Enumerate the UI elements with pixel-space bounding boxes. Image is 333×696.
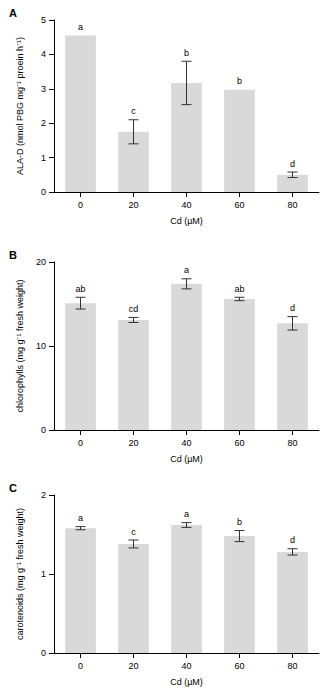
svg-text:4: 4 bbox=[41, 49, 46, 59]
svg-text:60: 60 bbox=[234, 438, 244, 448]
svg-text:C: C bbox=[9, 482, 17, 494]
svg-text:Cd (µM): Cd (µM) bbox=[170, 677, 203, 687]
svg-text:ALA-D (nmol PBG mg⁻¹ proein h⁻: ALA-D (nmol PBG mg⁻¹ proein h⁻¹) bbox=[15, 37, 25, 175]
svg-text:b: b bbox=[237, 517, 242, 527]
svg-text:carotenoids (mg g⁻¹ fresh weig: carotenoids (mg g⁻¹ fresh weight) bbox=[15, 508, 25, 640]
svg-text:d: d bbox=[290, 535, 295, 545]
svg-text:2: 2 bbox=[41, 118, 46, 128]
svg-text:80: 80 bbox=[287, 438, 297, 448]
svg-text:b: b bbox=[237, 76, 242, 86]
svg-text:b: b bbox=[184, 48, 189, 58]
svg-text:20: 20 bbox=[128, 200, 138, 210]
svg-text:A: A bbox=[9, 7, 17, 19]
svg-text:40: 40 bbox=[181, 661, 191, 671]
svg-text:c: c bbox=[131, 106, 136, 116]
svg-text:Cd (µM): Cd (µM) bbox=[170, 216, 203, 226]
svg-text:0: 0 bbox=[78, 438, 83, 448]
svg-text:ab: ab bbox=[234, 284, 244, 294]
svg-text:chlorophylls (mg g⁻¹ fresh wei: chlorophylls (mg g⁻¹ fresh weight) bbox=[15, 279, 25, 412]
svg-text:0: 0 bbox=[41, 425, 46, 435]
svg-text:c: c bbox=[131, 527, 136, 537]
svg-text:40: 40 bbox=[181, 438, 191, 448]
svg-text:60: 60 bbox=[234, 661, 244, 671]
svg-text:40: 40 bbox=[181, 200, 191, 210]
svg-text:a: a bbox=[78, 22, 83, 32]
svg-text:80: 80 bbox=[287, 661, 297, 671]
svg-text:80: 80 bbox=[287, 200, 297, 210]
svg-text:d: d bbox=[290, 159, 295, 169]
svg-text:3: 3 bbox=[41, 84, 46, 94]
svg-text:10: 10 bbox=[36, 341, 46, 351]
svg-text:cd: cd bbox=[129, 304, 139, 314]
svg-text:2: 2 bbox=[41, 490, 46, 500]
svg-text:d: d bbox=[290, 303, 295, 313]
svg-text:0: 0 bbox=[78, 661, 83, 671]
svg-text:ab: ab bbox=[75, 284, 85, 294]
svg-text:20: 20 bbox=[128, 661, 138, 671]
svg-text:20: 20 bbox=[36, 257, 46, 267]
svg-text:a: a bbox=[184, 509, 189, 519]
svg-text:5: 5 bbox=[41, 15, 46, 25]
svg-text:1: 1 bbox=[41, 153, 46, 163]
svg-text:0: 0 bbox=[78, 200, 83, 210]
svg-text:a: a bbox=[78, 513, 83, 523]
svg-text:0: 0 bbox=[41, 187, 46, 197]
svg-text:0: 0 bbox=[41, 648, 46, 658]
svg-text:60: 60 bbox=[234, 200, 244, 210]
svg-text:Cd (µM): Cd (µM) bbox=[170, 454, 203, 464]
svg-text:B: B bbox=[9, 249, 17, 261]
svg-text:20: 20 bbox=[128, 438, 138, 448]
svg-text:1: 1 bbox=[41, 569, 46, 579]
svg-text:a: a bbox=[184, 265, 189, 275]
